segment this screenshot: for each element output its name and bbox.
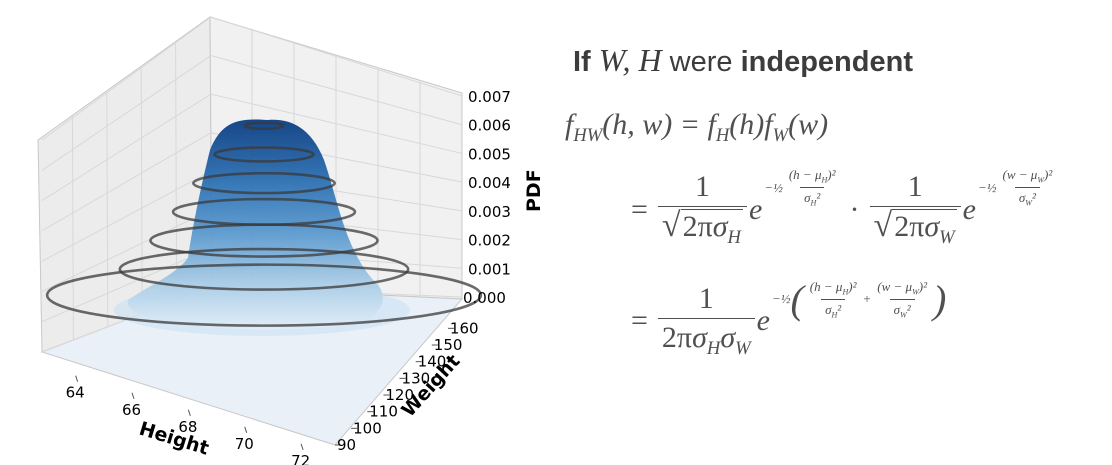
y-tick-label: 120 (385, 386, 414, 404)
exponent-joint: −½ ( (h − μH)² σH² + (w − μW)² σW² ) (771, 276, 947, 322)
y-tick-label: 110 (369, 403, 398, 421)
exponent-w: −½ (w − μW)² σW² (977, 167, 1053, 208)
z-tick-label: 0.002 (468, 232, 511, 250)
equals-sign-1: = (631, 192, 648, 226)
exp-base-h: e (748, 192, 763, 226)
equals-sign-2: = (631, 304, 648, 337)
z-tick-label: 0.004 (468, 174, 511, 192)
x-tick-mark (75, 375, 79, 382)
heading-if: If (573, 46, 591, 78)
y-tick-label: 140 (418, 353, 447, 371)
left-wall-grid (71, 115, 74, 340)
z-tick-label: 0.003 (468, 203, 511, 221)
exp-base-w: e (962, 192, 976, 226)
multiply-dot: · (849, 192, 860, 226)
grid-lines (41, 16, 463, 353)
heading-vars: W, H (598, 42, 662, 78)
y-tick-label: 100 (353, 419, 382, 437)
contour-ring (192, 171, 336, 195)
y-tick-label: 90 (337, 436, 356, 454)
contour-ring (213, 146, 315, 163)
plot-canvas: 0.000 0.001 0.002 0.003 0.004 0.005 0.006 0.007… (37, 16, 545, 465)
product-form-equation: = 1 √ 2πσH e −½ (h − μH)² σH² · 1 √ 2πσW e … (623, 167, 1058, 249)
z-tick-label: 0.007 (468, 88, 511, 106)
heading-were: were (669, 46, 733, 78)
z-tick-label: 0.006 (468, 117, 511, 135)
contour-ring (171, 197, 357, 226)
x-tick-mark (131, 392, 135, 399)
exp-base-joint: e (756, 304, 770, 337)
y-tick-label: 130 (402, 369, 431, 387)
y-tick-label: 160 (450, 319, 479, 337)
contour-lines (45, 121, 483, 327)
z-axis-label: PDF (523, 169, 545, 212)
left-wall-grid (175, 41, 178, 301)
x-tick-label: 72 (291, 452, 310, 465)
combined-form-equation: = 1 2πσHσW e −½ ( (h − μH)² σH² + (w − μW… (623, 277, 946, 360)
pdf-surface-plot: 0.000 0.001 0.002 0.003 0.004 0.005 0.006 0.007… (37, 16, 545, 465)
x-tick-label: 70 (235, 435, 254, 453)
left-wall-grid (106, 90, 109, 327)
contour-ring (118, 247, 410, 291)
x-tick-label: 66 (122, 401, 141, 419)
heading-independent: independent (740, 46, 913, 78)
contour-ring (45, 263, 483, 327)
joint-pdf-lhs: fHW(h, w) = fH(h)fW(w) (565, 108, 829, 146)
x-tick-label: 68 (178, 418, 197, 436)
x-tick-label: 64 (66, 384, 85, 402)
formula-panel: If W, H were independent fHW(h, w) = fH(… (565, 0, 1112, 465)
exponent-h: −½ (h − μH)² σH² (764, 167, 836, 208)
norm-factor-w: 1 √ 2πσW (869, 170, 961, 249)
x-axis-label: Height (137, 418, 212, 460)
x-tick-mark (187, 409, 191, 416)
norm-factor-joint: 1 2πσHσW (657, 282, 755, 360)
z-tick-label: 0.000 (463, 289, 506, 307)
joint-pdf-equation: fHW(h, w) = fH(h)fW(w) (565, 108, 828, 147)
formula-heading: If W, H were independent (573, 42, 913, 79)
x-tick-mark (300, 443, 304, 451)
contour-ring (243, 121, 285, 131)
z-tick-label: 0.001 (468, 260, 511, 278)
z-tick-label: 0.005 (468, 145, 511, 163)
x-tick-mark (244, 426, 248, 433)
tick-labels: 0.000 0.001 0.002 0.003 0.004 0.005 0.006 0.007… (66, 88, 511, 465)
left-wall-grid (140, 66, 143, 314)
y-tick-label: 150 (434, 336, 463, 354)
norm-factor-h: 1 √ 2πσH (657, 170, 747, 249)
